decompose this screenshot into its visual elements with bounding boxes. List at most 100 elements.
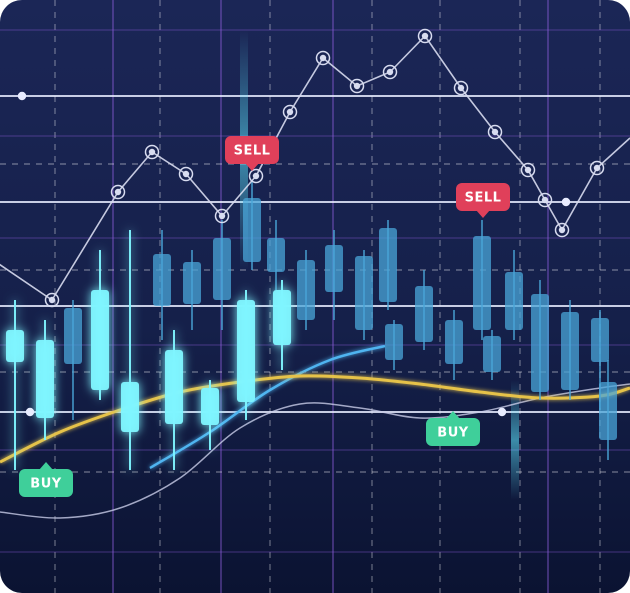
candle-body [591, 318, 609, 362]
candle [483, 330, 501, 380]
price-marker-ring [248, 168, 264, 184]
candle [297, 250, 315, 330]
tag-pointer [476, 210, 490, 218]
price-marker-ring [589, 160, 605, 176]
price-marker-dot [491, 128, 499, 136]
candle-body [153, 254, 171, 306]
tag-box [225, 136, 279, 164]
sell-tag: SELL [456, 183, 510, 218]
candle-body [121, 382, 139, 432]
candle-body [6, 330, 24, 362]
price-line-layer [0, 28, 630, 417]
candle-body [599, 382, 617, 440]
price-marker-ring [315, 50, 331, 66]
candles [6, 180, 617, 470]
price-marker-ring [144, 144, 160, 160]
price-marker-dot [218, 212, 226, 220]
candle-body [201, 388, 219, 425]
price-marker-ring [110, 184, 126, 200]
grid-dot [497, 407, 507, 417]
candle [6, 300, 24, 470]
candle [267, 220, 285, 290]
price-marker-ring [453, 80, 469, 96]
price-marker-dot [593, 164, 601, 172]
candle [64, 300, 82, 420]
buy-tag: BUY [19, 462, 73, 497]
buy-tag: BUY [426, 411, 480, 446]
price-marker [214, 208, 230, 224]
tag-pointer [245, 163, 259, 171]
grid-dot [25, 407, 35, 417]
candle-body [213, 238, 231, 300]
ma-gold-line [0, 374, 630, 464]
price-marker [487, 124, 503, 140]
candle-body [355, 256, 373, 330]
candle [325, 230, 343, 320]
candle-body [165, 350, 183, 424]
price-marker-ring [178, 166, 194, 182]
candle [121, 230, 139, 470]
price-marker-ring [487, 124, 503, 140]
price-marker-dot [252, 172, 260, 180]
candle [201, 380, 219, 450]
candle [213, 220, 231, 330]
candle [355, 250, 373, 340]
signal-label: BUY [30, 477, 61, 492]
candle [379, 220, 397, 310]
candle [505, 250, 523, 340]
signal-label: BUY [437, 426, 468, 441]
candle-body [505, 272, 523, 330]
price-marker [248, 168, 264, 184]
candle [91, 250, 109, 400]
price-marker [110, 184, 126, 200]
price-marker [44, 292, 60, 308]
candle-body [483, 336, 501, 372]
price-marker-ring [382, 64, 398, 80]
candle [415, 270, 433, 350]
price-marker [282, 104, 298, 120]
candle-body [36, 340, 54, 418]
tag-pointer [446, 411, 460, 419]
candle-body [379, 228, 397, 302]
price-marker-dot [558, 226, 566, 234]
candle [531, 280, 549, 400]
price-marker-dot [182, 170, 190, 178]
candle [36, 320, 54, 440]
price-marker-ring [417, 28, 433, 44]
price-marker-dot [524, 166, 532, 174]
grid-dot [17, 91, 27, 101]
price-marker-ring [554, 222, 570, 238]
candle-body [64, 308, 82, 364]
candle [473, 220, 491, 340]
price-marker-dot [286, 108, 294, 116]
price-marker-dot [48, 296, 56, 304]
candle-body [415, 286, 433, 342]
price-marker-ring [520, 162, 536, 178]
candle-body [473, 236, 491, 330]
price-marker [554, 222, 570, 238]
price-marker-ring [44, 292, 60, 308]
candle-body [183, 262, 201, 304]
candle [243, 180, 261, 270]
candle [445, 310, 463, 380]
price-marker [382, 64, 398, 80]
candle-body [531, 294, 549, 392]
candle [599, 360, 617, 460]
price-marker-dot [421, 32, 429, 40]
price-marker [537, 192, 553, 208]
candle-body [297, 260, 315, 320]
candle [153, 230, 171, 340]
candle [165, 330, 183, 470]
price-marker [144, 144, 160, 160]
price-marker [349, 78, 365, 94]
price-marker [417, 28, 433, 44]
candle-body [91, 290, 109, 390]
price-marker-dot [148, 148, 156, 156]
candle-body [273, 290, 291, 345]
price-marker [178, 166, 194, 182]
price-marker-dot [353, 82, 361, 90]
price-marker [589, 160, 605, 176]
candle-body [445, 320, 463, 364]
